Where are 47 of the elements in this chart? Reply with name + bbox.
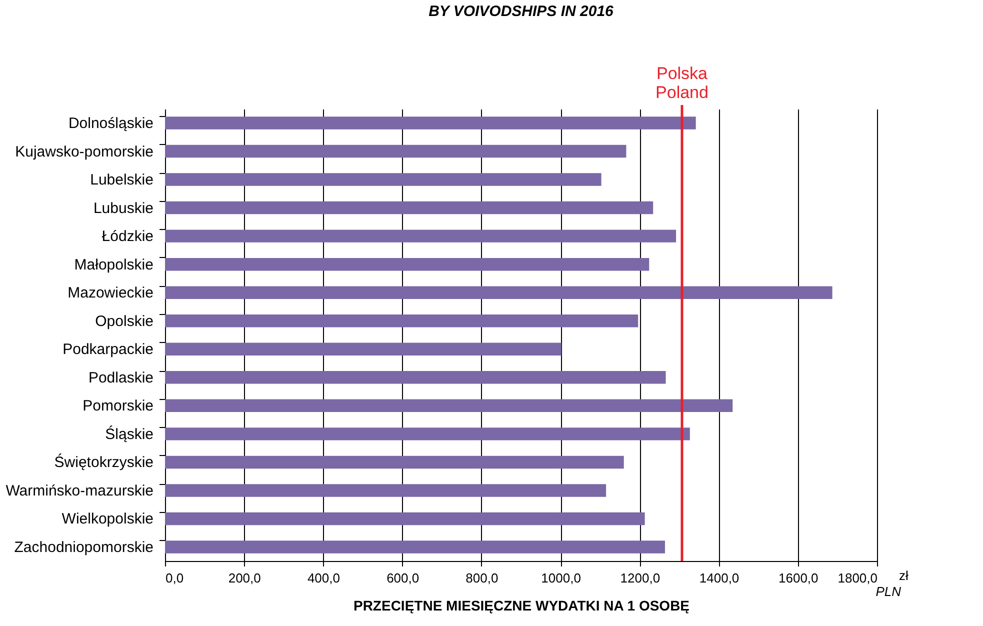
- y-tick-label: Opolskie: [95, 312, 154, 330]
- bar: [165, 456, 624, 469]
- y-tick-label: Warmińsko-mazurskie: [6, 482, 154, 500]
- bar: [165, 286, 832, 299]
- bar: [165, 399, 733, 412]
- y-tick-label: Łódzkie: [102, 228, 154, 246]
- x-axis-title: PRZECIĘTNE MIESIĘCZNE WYDATKI NA 1 OSOBĘ: [353, 598, 690, 614]
- x-tick-label: 1000,0: [541, 570, 581, 586]
- y-tick-label: Świętokrzyskie: [54, 453, 154, 472]
- x-tick-label: 400,0: [307, 570, 340, 586]
- ref-line-label: Polska Poland: [656, 64, 708, 102]
- bar: [165, 540, 665, 554]
- y-tick-label: Lubelskie: [90, 172, 154, 189]
- x-tick-label: 600,0: [386, 570, 420, 586]
- x-tick-label: 1600,0: [778, 570, 818, 586]
- bar: [165, 371, 666, 384]
- y-tick-label: Zachodniopomorskie: [14, 539, 154, 556]
- x-tick-label: 800,0: [466, 570, 498, 586]
- y-tick-label: Śląskie: [105, 424, 154, 443]
- chart-title: BY VOIVODSHIPS IN 2016: [428, 3, 614, 20]
- bar: [165, 314, 638, 328]
- x-tick-label: 1400,0: [699, 570, 740, 586]
- y-tick-label: Wielkopolskie: [62, 510, 154, 528]
- bar: [165, 116, 696, 130]
- bar: [165, 512, 645, 526]
- y-tick-label: Kujawsko-pomorskie: [15, 143, 154, 160]
- y-tick-label: Podlaskie: [88, 369, 154, 386]
- bar: [165, 230, 676, 242]
- x-tick-label: 200,0: [228, 570, 261, 586]
- text: zł: [899, 568, 908, 583]
- x-tick-label: 1800,0: [838, 570, 878, 586]
- text: PLN: [876, 584, 902, 599]
- bar: [165, 144, 626, 158]
- y-tick-label: Podkarpackie: [62, 341, 154, 358]
- x-tick-label: 1200,0: [620, 570, 660, 586]
- y-tick-label: Dolnośląskie: [68, 114, 154, 132]
- bar: [165, 484, 606, 497]
- bar: [165, 428, 690, 440]
- y-tick-label: Mazowieckie: [68, 284, 154, 302]
- y-tick-label: Lubuskie: [93, 200, 154, 217]
- bar: [165, 342, 562, 356]
- y-tick-label: Pomorskie: [82, 398, 154, 415]
- bar: [165, 201, 654, 214]
- y-tick-label: Małopolskie: [74, 256, 154, 274]
- bar: [165, 173, 602, 186]
- x-tick-label: 0,0: [166, 570, 184, 586]
- bar: [165, 258, 650, 271]
